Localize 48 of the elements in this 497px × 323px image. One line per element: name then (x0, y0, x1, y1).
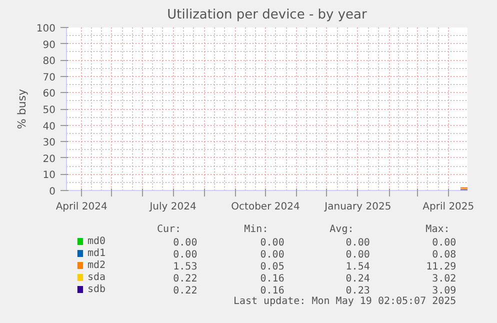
text: 0.00 (260, 250, 284, 260)
text: 3.09 (432, 286, 456, 296)
y-tick-label: 80 (42, 56, 56, 68)
y-axis-title: % busy (15, 88, 28, 130)
legend-label: md1 (87, 248, 106, 259)
text: Min: (244, 224, 268, 235)
legend-label: sdb (87, 284, 106, 295)
text: 0.00 (260, 238, 284, 248)
text: Cur: (156, 224, 182, 235)
x-tick-label: January 2025 (324, 202, 392, 212)
y-tick-label: 40 (42, 121, 56, 132)
text: 0.08 (432, 250, 456, 260)
y-tick-label: 50 (42, 105, 56, 116)
y-tick-label: 100 (36, 24, 56, 34)
text: 0.00 (346, 250, 370, 260)
text: 0.16 (260, 286, 284, 296)
text: 0.22 (173, 274, 198, 284)
text: 0.00 (173, 250, 198, 260)
text: 1.53 (173, 262, 198, 272)
legend-label: md0 (87, 236, 106, 247)
legend-label: md2 (87, 260, 106, 271)
y-tick-label: 0 (49, 186, 56, 198)
y-tick-label: 30 (42, 138, 56, 149)
text: 1.54 (346, 262, 370, 272)
chart-title: Utilization per device - by year (167, 8, 368, 22)
text: Avg: (330, 224, 354, 235)
text: 0.22 (173, 286, 198, 296)
text: Last update: Mon May 19 02:05:07 2025 (233, 296, 456, 307)
y-tick-label: 20 (42, 154, 56, 165)
text: 0.24 (346, 274, 370, 284)
text: 0.00 (346, 238, 370, 248)
x-tick-label: April 2025 (422, 202, 474, 212)
text: 3.02 (432, 274, 456, 284)
y-tick-label: 60 (42, 88, 56, 100)
text: Max: (426, 224, 450, 235)
legend-label: sda (87, 272, 106, 283)
text: 0.05 (260, 262, 284, 272)
x-tick-label: July 2024 (148, 202, 196, 212)
text: 11.29 (426, 262, 456, 272)
y-tick-label: 10 (42, 170, 56, 182)
text: 0.16 (260, 274, 284, 284)
y-tick-label: 70 (42, 72, 56, 84)
y-tick-label: 90 (42, 40, 56, 51)
text: 0.23 (346, 286, 370, 296)
x-tick-label: October 2024 (231, 202, 300, 212)
text: 0.00 (432, 238, 456, 248)
text: 0.00 (173, 238, 198, 248)
x-tick-label: April 2024 (56, 202, 108, 212)
